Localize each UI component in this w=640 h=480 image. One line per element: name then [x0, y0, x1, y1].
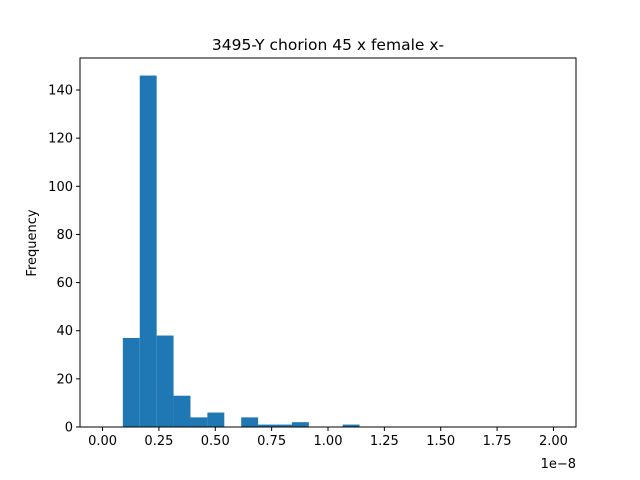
x-axis: 0.00 0.25 0.50 0.75 1.00 1.25 1.50 1.75 2.00 [88, 427, 568, 449]
y-axis-label: Frequency [25, 209, 40, 276]
histogram-bar-9 [275, 424, 292, 427]
x-tick-label-1: 0.25 [144, 434, 173, 449]
y-tick-label-7: 140 [48, 84, 73, 99]
histogram-bar-5 [207, 412, 225, 427]
x-tick-label-3: 0.75 [257, 434, 286, 449]
x-tick-label-8: 2.00 [539, 434, 568, 449]
histogram-bar-0 [122, 337, 140, 427]
y-tick-label-1: 20 [56, 372, 73, 387]
x-tick-label-7: 1.75 [483, 434, 512, 449]
histogram-bar-2 [156, 335, 174, 427]
x-tick-label-2: 0.50 [201, 434, 230, 449]
y-tick-label-4: 80 [56, 228, 73, 243]
histogram-bar-8 [258, 424, 276, 427]
x-tick-label-0: 0.00 [88, 434, 117, 449]
x-tick-label-6: 1.50 [426, 434, 455, 449]
plot-frame [79, 57, 577, 428]
chart-title: 3495-Y chorion 45 x female x- [212, 36, 444, 54]
y-tick-label-6: 120 [48, 132, 73, 147]
histogram-bar-3 [173, 395, 191, 427]
x-offset-label: 1e−8 [541, 457, 576, 472]
histogram-bar-4 [190, 417, 208, 427]
y-tick-label-3: 60 [56, 276, 73, 291]
y-tick-label-0: 0 [65, 421, 73, 436]
histogram-bar-10 [291, 422, 309, 427]
x-tick-label-4: 1.00 [314, 434, 343, 449]
histogram-bar-13 [342, 424, 360, 427]
x-tick-label-5: 1.25 [370, 434, 399, 449]
y-tick-label-5: 100 [48, 180, 73, 195]
y-tick-label-2: 40 [56, 324, 73, 339]
histogram-bar-1 [139, 75, 157, 428]
y-axis: 0 20 40 60 80 100 120 140 [48, 84, 80, 436]
bars-group [122, 75, 360, 428]
histogram-bar-7 [241, 417, 259, 427]
